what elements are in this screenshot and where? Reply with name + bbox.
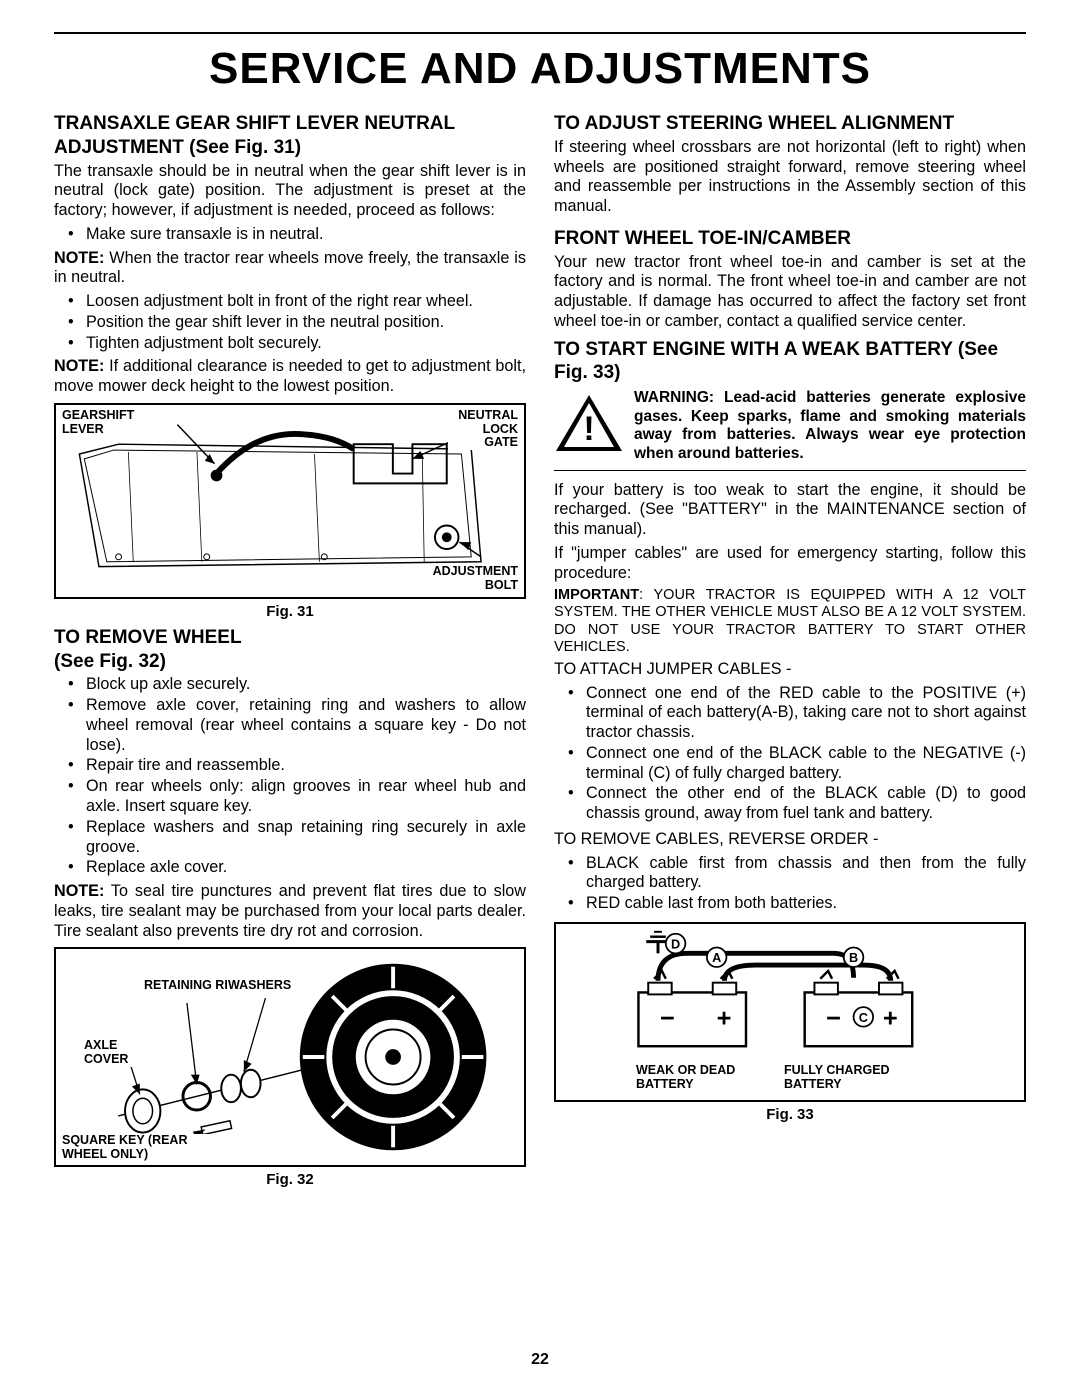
svg-text:−: − <box>660 1005 675 1033</box>
text: If steering wheel crossbars are not hori… <box>554 138 1026 217</box>
warning-text: WARNING: Lead-acid batteries generate ex… <box>634 389 1026 463</box>
list-item: On rear wheels only: align grooves in re… <box>86 777 526 817</box>
warning-box: ! WARNING: Lead-acid batteries generate … <box>554 389 1026 470</box>
label-full-battery: FULLY CHARGED BATTERY <box>784 1064 914 1092</box>
text: If "jumper cables" are used for emergenc… <box>554 544 1026 584</box>
list-item: Block up axle securely. <box>86 675 526 695</box>
fig32-caption: Fig. 32 <box>54 1171 526 1188</box>
warning-icon: ! <box>554 393 624 455</box>
text: The transaxle should be in neutral when … <box>54 162 526 221</box>
heading-toein: FRONT WHEEL TOE-IN/CAMBER <box>554 227 1026 251</box>
list-item: Remove axle cover, retaining ring and wa… <box>86 696 526 755</box>
svg-text:+: + <box>883 1005 898 1033</box>
label-adjust-bolt: ADJUSTMENT BOLT <box>422 565 518 593</box>
svg-text:C: C <box>859 1010 868 1025</box>
note: NOTE: When the tractor rear wheels move … <box>54 249 526 289</box>
svg-text:B: B <box>849 950 858 965</box>
fig31-caption: Fig. 31 <box>54 603 526 620</box>
figure-31: GEARSHIFT LEVER NEUTRAL LOCK GATE ADJUST… <box>54 403 526 599</box>
subhead-remove: TO REMOVE CABLES, REVERSE ORDER - <box>554 830 1026 850</box>
svg-text:A: A <box>712 950 721 965</box>
figure-32: RETAINING RING WASHERS AXLE COVER SQUARE… <box>54 947 526 1167</box>
svg-text:+: + <box>717 1005 732 1033</box>
list-item: Connect the other end of the BLACK cable… <box>586 784 1026 824</box>
svg-text:!: ! <box>583 410 594 448</box>
note: NOTE: To seal tire punctures and prevent… <box>54 882 526 941</box>
fig33-caption: Fig. 33 <box>554 1106 1026 1123</box>
text: If your battery is too weak to start the… <box>554 481 1026 540</box>
svg-text:D: D <box>671 936 680 951</box>
important-text: IMPORTANT: YOUR TRACTOR IS EQUIPPED WITH… <box>554 587 1026 655</box>
note: NOTE: If additional clearance is needed … <box>54 357 526 397</box>
figure-33: − + − + <box>554 922 1026 1102</box>
list-item: Tighten adjustment bolt securely. <box>86 334 526 354</box>
list-item: Replace axle cover. <box>86 858 526 878</box>
svg-text:−: − <box>826 1005 841 1033</box>
list-item: BLACK cable first from chassis and then … <box>586 854 1026 894</box>
heading-transaxle: TRANSAXLE GEAR SHIFT LEVER NEUTRAL ADJUS… <box>54 112 526 160</box>
list-item: Connect one end of the RED cable to the … <box>586 684 1026 743</box>
label-neutral: NEUTRAL LOCK GATE <box>448 409 518 450</box>
list-item: Position the gear shift lever in the neu… <box>86 313 526 333</box>
page-number: 22 <box>0 1351 1080 1369</box>
heading-weak-battery: TO START ENGINE WITH A WEAK BATTERY (See… <box>554 338 1026 386</box>
right-column: TO ADJUST STEERING WHEEL ALIGNMENT If st… <box>554 112 1026 1194</box>
text: Your new tractor front wheel toe-in and … <box>554 253 1026 332</box>
list-item: Make sure transaxle is in neutral. <box>86 225 526 245</box>
label-axle: AXLE COVER <box>84 1039 134 1067</box>
page-title: SERVICE AND ADJUSTMENTS <box>54 44 1026 94</box>
heading-remove-wheel: TO REMOVE WHEEL(See Fig. 32) <box>54 626 526 674</box>
list-item: Loosen adjustment bolt in front of the r… <box>86 292 526 312</box>
list-item: RED cable last from both batteries. <box>586 894 1026 914</box>
label-washers: WASHERS <box>228 979 291 993</box>
list-item: Repair tire and reassemble. <box>86 756 526 776</box>
label-key: SQUARE KEY (REAR WHEEL ONLY) <box>62 1134 212 1162</box>
label-gearshift: GEARSHIFT LEVER <box>62 409 146 437</box>
heading-steering: TO ADJUST STEERING WHEEL ALIGNMENT <box>554 112 1026 136</box>
list-item: Connect one end of the BLACK cable to th… <box>586 744 1026 784</box>
label-weak-battery: WEAK OR DEAD BATTERY <box>636 1064 746 1092</box>
list-item: Replace washers and snap retaining ring … <box>86 818 526 858</box>
subhead-attach: TO ATTACH JUMPER CABLES - <box>554 660 1026 680</box>
left-column: TRANSAXLE GEAR SHIFT LEVER NEUTRAL ADJUS… <box>54 112 526 1194</box>
